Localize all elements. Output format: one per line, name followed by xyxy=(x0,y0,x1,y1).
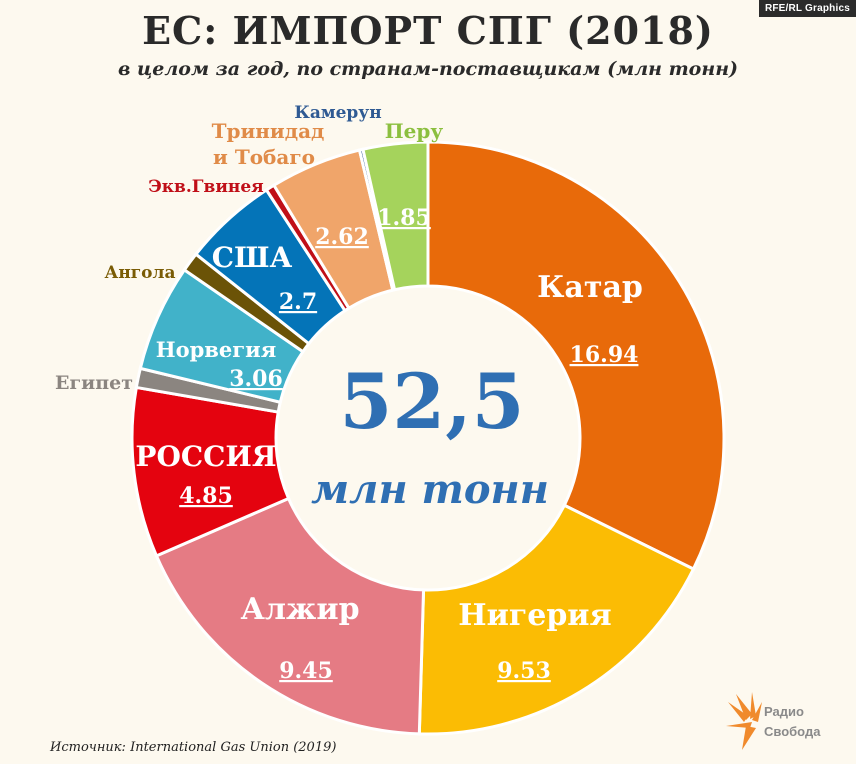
slice-value-2: 9.45 xyxy=(279,658,333,684)
logo-line-1: Радио xyxy=(764,704,804,719)
slice-value-9: 2.62 xyxy=(315,224,369,250)
source-note: Источник: International Gas Union (2019) xyxy=(50,740,337,755)
slice-label-6: Ангола xyxy=(104,263,175,283)
slice-2 xyxy=(154,496,426,736)
slice-value-7: 2.7 xyxy=(279,289,317,315)
slice-1 xyxy=(417,503,696,736)
logo-line-2: Свобода xyxy=(764,724,821,739)
slice-value-0: 16.94 xyxy=(570,342,639,368)
slice-label-9: Тринидад и Тобаго xyxy=(212,119,325,169)
slices-group xyxy=(130,140,726,736)
slice-label-4: Египет xyxy=(55,372,133,394)
slice-label-0: Катар xyxy=(537,270,643,305)
center-total-value: 52,5 xyxy=(339,357,524,446)
slice-label-11: Перу xyxy=(385,119,444,143)
center-total-unit: млн тонн xyxy=(311,466,549,513)
slice-value-11: 1.85 xyxy=(377,205,431,231)
chart-title: ЕС: ИМПОРТ СПГ (2018) xyxy=(142,8,714,53)
slice-0 xyxy=(426,140,726,572)
credit-badge: RFE/RL Graphics xyxy=(758,0,856,17)
radio-svoboda-logo-icon xyxy=(726,692,762,750)
slice-value-5: 3.06 xyxy=(229,366,283,392)
logo-text: Радио Свобода xyxy=(764,702,820,742)
slice-value-3: 4.85 xyxy=(179,483,233,509)
slice-label-10: Камерун xyxy=(294,103,381,123)
slice-label-1: Нигерия xyxy=(458,598,611,633)
slice-label-3: РОССИЯ xyxy=(135,440,276,473)
slice-value-1: 9.53 xyxy=(497,658,551,684)
chart-subtitle: в целом за год, по странам-поставщикам (… xyxy=(117,58,739,80)
slice-11 xyxy=(361,140,430,292)
labels-group: Катар 16.94 Нигерия 9.53 Алжир 9.45 РОССИЯ 4.85… xyxy=(55,103,643,684)
slice-label-2: Алжир xyxy=(240,592,359,627)
slice-label-5: Норвегия xyxy=(156,337,276,362)
slice-label-8: Экв.Гвинея xyxy=(148,177,264,197)
slice-label-7: США xyxy=(212,241,293,274)
